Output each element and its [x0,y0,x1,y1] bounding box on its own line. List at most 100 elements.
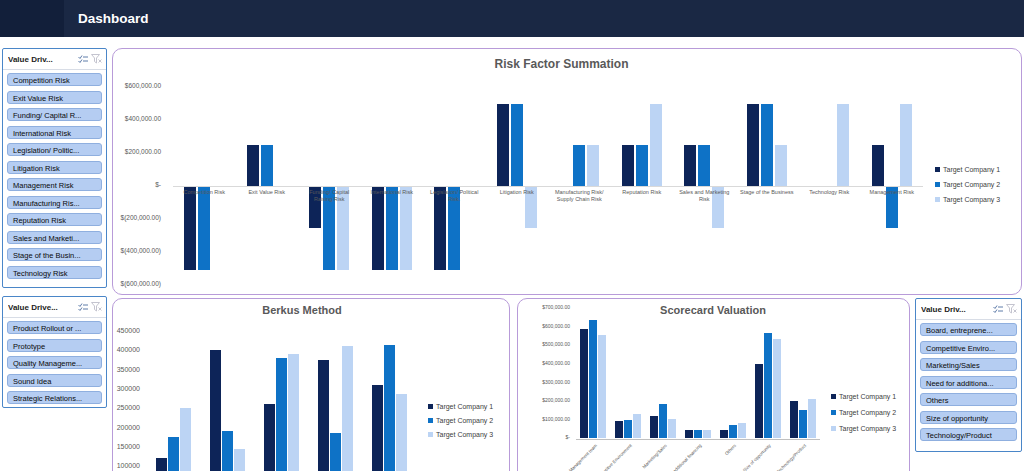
y-tick-label: $200,000.00 [528,397,570,403]
navbar-left-block [0,0,64,37]
x-category-label: Stage of the Business [738,189,796,196]
slicer-item[interactable]: International Risk [7,126,102,139]
clear-filter-icon[interactable] [91,302,102,312]
legend-label: Target Company 1 [943,166,1000,173]
x-category-label: Legislation/ Political Risk. [425,189,483,203]
bar-risk-series3-cat8 [650,104,662,187]
slicer-item[interactable]: Manufacturing Ris... [7,196,102,209]
bar-berkus-series2-cat5 [384,345,395,471]
bar-berkus-series1-cat2 [210,350,221,471]
bar-scorecard-series2-cat4 [694,430,702,438]
slicer-item[interactable]: Size of opportunity [920,411,1017,424]
legend-item: Target Company 3 [935,192,1000,207]
bar-scorecard-series3-cat6 [773,339,781,439]
x-axis-line [576,439,820,440]
slicer-item[interactable]: Management Risk [7,178,102,191]
risk-factor-summation-chart: Risk Factor Summation Target Company 1Ta… [112,48,1022,295]
bar-berkus-series1-cat4 [318,360,329,471]
bar-risk-series1-cat10 [747,104,759,187]
dashboard-page: Dashboard Value Driv... Competition Risk… [0,0,1024,471]
bar-berkus-series3-cat1 [180,408,191,471]
slicer-item[interactable]: Product Rollout or ... [7,321,102,334]
bar-risk-series1-cat4 [372,187,384,270]
bar-scorecard-series3-cat7 [808,399,816,438]
slicer-item[interactable]: Others [920,393,1017,406]
slicer-value-drivers-scorecard: Value Driv... Board, entreprene... Compet… [915,298,1022,452]
y-tick-label: $600,000.00 [528,323,570,329]
slicer-item[interactable]: Reputation Risk [7,213,102,226]
slicer-item[interactable]: Exit Value Risk [7,91,102,104]
y-tick-label: $500,000.00 [528,341,570,347]
multiselect-icon[interactable] [78,303,88,312]
multiselect-icon[interactable] [78,55,88,64]
bar-scorecard-series1-cat1 [580,329,588,439]
slicer-item[interactable]: Competition Risk [7,73,102,86]
legend-marker [831,426,836,431]
bar-risk-series3-cat4 [400,187,412,270]
bar-scorecard-series2-cat7 [799,410,807,439]
y-tick-label: $300,000.00 [528,379,570,385]
bar-scorecard-series1-cat7 [790,401,798,438]
slicer-title: Value Driv... [921,305,990,314]
slicer-header: Value Drive... [3,297,106,318]
y-tick-label: $400,000.00 [528,360,570,366]
slicer-item[interactable]: Sound Idea [7,374,102,387]
bar-scorecard-series3-cat3 [668,419,676,439]
legend-item: Target Company 2 [428,413,493,427]
y-tick-label: $600,000.00 [117,82,161,89]
x-category-label: Manufacturing Risk/ Supply Chain Risk [550,189,608,203]
legend-item: Target Company 1 [831,388,896,404]
x-category-label: International Risk [363,189,421,196]
x-category-label: Litigation Risk [488,189,546,196]
y-tick-label: $- [117,181,161,188]
slicer-item[interactable]: Prototype [7,339,102,352]
y-tick-label: 100000 [110,462,140,469]
bar-risk-series2-cat4 [386,187,398,270]
y-tick-label: $(200,000.00) [117,214,161,221]
chart-legend: Target Company 1 Target Company 2 Target C… [831,388,896,436]
clear-filter-icon[interactable] [91,54,102,64]
bar-risk-series1-cat2 [247,145,259,186]
slicer-item[interactable]: Strategic Relations... [7,391,102,404]
slicer-item[interactable]: Marketing/Sales [920,358,1017,371]
legend-label: Target Company 1 [839,393,896,400]
slicer-item[interactable]: Need for additiona... [920,376,1017,389]
slicer-item[interactable]: Legislation/ Politic... [7,143,102,156]
slicer-title: Value Driv... [8,55,75,64]
y-tick-label: 250000 [110,404,140,411]
slicer-value-drivers-berkus: Value Drive... Product Rollout or ... Pro… [2,296,107,408]
slicer-item[interactable]: Competitive Enviro... [920,341,1017,354]
legend-item: Target Company 1 [935,162,1000,177]
slicer-item[interactable]: Litigation Risk [7,161,102,174]
bar-risk-series1-cat9 [684,145,696,186]
bar-berkus-series2-cat4 [330,433,341,471]
slicer-items: Board, entreprene... Competitive Enviro..… [916,320,1021,441]
legend-label: Target Company 3 [943,196,1000,203]
legend-label: Target Company 2 [943,181,1000,188]
slicer-item[interactable]: Technology Risk [7,266,102,279]
slicer-header: Value Driv... [916,299,1021,320]
slicer-item[interactable]: Technology/Product [920,428,1017,441]
slicer-item[interactable]: Board, entreprene... [920,323,1017,336]
x-axis-line [173,186,923,187]
slicer-item[interactable]: Stage of the Busin... [7,248,102,261]
legend-marker [935,167,940,172]
clear-filter-icon[interactable] [1006,304,1017,314]
y-tick-label: 150000 [110,443,140,450]
bar-berkus-series2-cat2 [222,431,233,471]
slicer-item[interactable]: Quality Manageme... [7,356,102,369]
y-tick-label: 200000 [110,424,140,431]
y-tick-label: $(600,000.00) [117,280,161,287]
bar-berkus-series3-cat4 [342,346,353,471]
bar-risk-series1-cat1 [184,187,196,270]
x-category-label: Size of opportunity [742,443,772,471]
legend-label: Target Company 2 [839,409,896,416]
bar-scorecard-series1-cat3 [650,416,658,438]
legend-item: Target Company 3 [831,420,896,436]
legend-item: Target Company 3 [428,427,493,441]
bar-scorecard-series2-cat6 [764,333,772,438]
multiselect-icon[interactable] [993,305,1003,314]
slicer-item[interactable]: Funding/ Capital R... [7,108,102,121]
legend-marker [428,432,433,437]
slicer-item[interactable]: Sales and Marketi... [7,231,102,244]
